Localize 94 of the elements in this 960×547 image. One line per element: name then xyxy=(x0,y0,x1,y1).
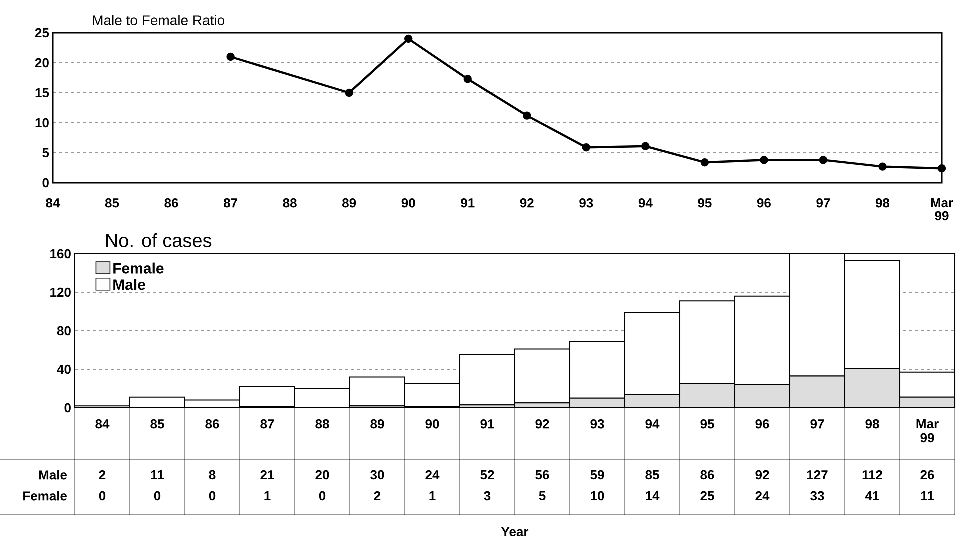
x-tick-label: Mar 99 xyxy=(916,420,939,443)
data-label: 24 xyxy=(426,470,440,480)
data-label: 2 xyxy=(99,470,106,480)
point xyxy=(700,158,710,167)
data-label: 112 xyxy=(862,470,882,480)
data-label: 0 xyxy=(209,491,216,501)
y-tick-label: 25 xyxy=(35,28,50,38)
legend-label: Male xyxy=(114,279,146,290)
data-label: 127 xyxy=(807,470,828,480)
x-tick-label: 93 xyxy=(580,198,594,208)
x-tick-label: 84 xyxy=(96,420,110,429)
point xyxy=(523,112,532,120)
x-tick-label: 96 xyxy=(757,198,771,208)
x-tick-label: 84 xyxy=(46,198,60,208)
data-label: 33 xyxy=(810,491,824,501)
text: Female xyxy=(24,491,68,501)
data-label: 86 xyxy=(700,470,714,480)
x-tick-label: 92 xyxy=(536,420,550,429)
y-tick-label: 80 xyxy=(57,326,71,336)
legend-label: Female xyxy=(114,262,164,274)
point xyxy=(404,34,413,44)
point xyxy=(226,52,235,62)
y-tick-label: 0 xyxy=(64,403,71,413)
x-tick-label: 86 xyxy=(206,420,220,429)
x-tick-label: 91 xyxy=(480,420,494,429)
point xyxy=(642,142,650,150)
data-label: 92 xyxy=(756,470,770,480)
chart-title: No. of cases xyxy=(106,234,212,248)
y-tick-label: 20 xyxy=(35,58,49,68)
point xyxy=(582,144,591,152)
x-tick-label: 97 xyxy=(816,198,830,208)
point xyxy=(760,156,768,164)
x-axis-title: Year xyxy=(501,527,529,537)
data-label: 5 xyxy=(539,491,546,501)
x-tick-label: 94 xyxy=(638,198,653,208)
x-tick-label: 92 xyxy=(520,198,534,208)
x-tick-label: 90 xyxy=(426,420,440,429)
data-label: 10 xyxy=(591,491,604,501)
data-label: 0 xyxy=(99,491,106,501)
data-label: 2 xyxy=(374,491,381,501)
x-tick-label: 89 xyxy=(342,198,356,208)
data-label: 0 xyxy=(154,491,161,501)
y-tick-label: 5 xyxy=(42,148,50,158)
x-tick-label: 87 xyxy=(260,420,274,429)
data-label: 14 xyxy=(646,492,660,500)
point xyxy=(345,88,354,98)
chart-title: Male to Female Ratio xyxy=(93,15,225,26)
point xyxy=(938,164,946,173)
data-label: 56 xyxy=(536,470,550,480)
x-tick-label: 95 xyxy=(698,198,712,208)
data-label: 41 xyxy=(865,492,880,500)
data-label: 20 xyxy=(316,470,330,480)
data-label: 0 xyxy=(319,491,326,501)
data-label: 11 xyxy=(151,470,164,480)
data-label: 25 xyxy=(700,491,714,501)
data-label: 24 xyxy=(756,491,770,501)
x-tick-label: 96 xyxy=(756,420,770,429)
x-tick-label: Mar 99 xyxy=(931,198,954,221)
x-tick-label: 98 xyxy=(866,420,880,429)
y-tick-label: 160 xyxy=(50,249,71,259)
data-label: 1 xyxy=(430,492,436,500)
data-label: 8 xyxy=(209,470,216,480)
y-tick-label: 120 xyxy=(50,288,71,298)
x-tick-label: 85 xyxy=(150,420,164,429)
point xyxy=(819,156,828,164)
x-tick-label: 97 xyxy=(810,420,824,429)
data-label: 3 xyxy=(484,491,491,501)
x-tick-label: 91 xyxy=(461,198,475,208)
data-label: 59 xyxy=(590,470,604,480)
y-tick-label: 0 xyxy=(42,178,49,188)
point xyxy=(878,162,887,171)
x-tick-label: 88 xyxy=(283,198,297,208)
data-label: 1 xyxy=(264,492,271,500)
x-tick-label: 98 xyxy=(876,198,890,208)
x-tick-label: 93 xyxy=(590,420,604,429)
data-label: 85 xyxy=(646,470,660,480)
y-tick-label: 10 xyxy=(36,118,49,128)
y-tick-label: 40 xyxy=(57,364,71,374)
data-label: 30 xyxy=(370,470,384,480)
y-tick-label: 15 xyxy=(36,88,50,98)
x-tick-label: 94 xyxy=(646,420,660,429)
data-label: 26 xyxy=(920,470,934,480)
x-tick-label: 90 xyxy=(402,198,416,208)
x-tick-label: 87 xyxy=(224,198,238,208)
data-label: 11 xyxy=(921,492,934,500)
text: Male xyxy=(39,470,68,480)
x-tick-label: 85 xyxy=(105,198,120,208)
data-label: 21 xyxy=(260,470,274,480)
data-label: 52 xyxy=(480,470,494,480)
x-tick-label: 95 xyxy=(700,420,714,429)
x-tick-label: 86 xyxy=(164,198,178,208)
x-tick-label: 88 xyxy=(316,420,330,429)
x-tick-label: 89 xyxy=(370,420,384,429)
point xyxy=(464,75,472,84)
